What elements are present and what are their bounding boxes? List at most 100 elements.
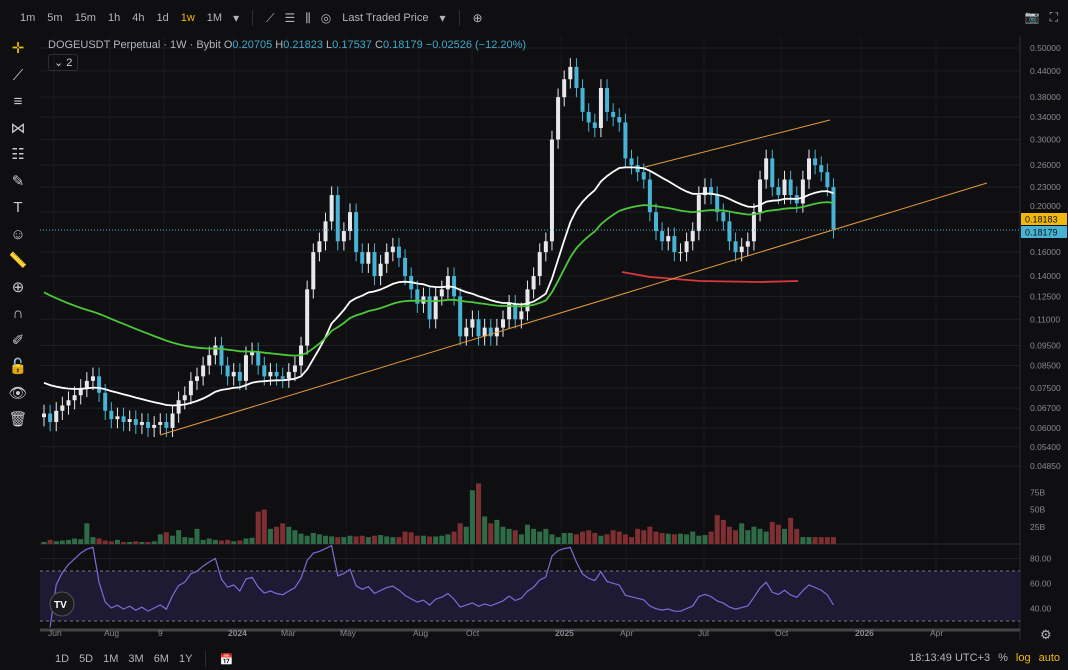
range-5d[interactable]: 5D	[79, 653, 94, 665]
volume-bar	[133, 541, 139, 544]
range-1d[interactable]: 1D	[55, 653, 70, 665]
candle	[745, 241, 750, 247]
volume-bar	[427, 536, 433, 544]
timeframe-dropdown-icon[interactable]: ▾	[233, 11, 240, 25]
lock-draw-icon[interactable]: ✐	[11, 331, 25, 349]
volume-bar	[384, 536, 390, 544]
indicators-icon[interactable]: ⟋	[266, 10, 275, 25]
volume-bar	[47, 539, 53, 544]
symbol-label: DOGEUSDT Perpetual · 1W · Bybit	[48, 39, 221, 51]
tf-15m[interactable]: 15m	[74, 12, 96, 24]
volume-bar	[145, 541, 151, 544]
candle	[586, 111, 591, 123]
support-trendline[interactable]	[159, 182, 988, 436]
candle	[819, 165, 824, 173]
tf-1m[interactable]: 1m	[20, 12, 36, 24]
tf-4h[interactable]: 4h	[132, 12, 145, 24]
magnet-icon[interactable]: ∩	[12, 305, 24, 322]
volume-bar	[702, 535, 708, 544]
fullscreen-icon[interactable]: ⛶	[1049, 10, 1058, 24]
candle	[403, 257, 408, 277]
volume-bar	[365, 537, 371, 544]
open-label: O	[223, 39, 233, 51]
volume-bar	[102, 540, 108, 544]
volume-bar	[451, 531, 457, 544]
candle	[464, 327, 469, 337]
add-icon[interactable]: ⊕	[472, 11, 483, 25]
candle	[537, 252, 542, 277]
zoom-icon[interactable]: ⊕	[11, 278, 25, 296]
high-label: H	[275, 39, 284, 51]
range-1m[interactable]: 1M	[103, 653, 119, 665]
ruler-icon[interactable]: 📏	[8, 252, 28, 269]
percent-toggle[interactable]: %	[998, 652, 1008, 664]
volume-bar	[708, 531, 714, 544]
log-toggle[interactable]: log	[1015, 652, 1031, 664]
candle-type-icon[interactable]: ⫼	[305, 10, 311, 25]
volume-bar	[347, 535, 353, 544]
range-3m[interactable]: 3M	[128, 653, 144, 665]
date-range-icon[interactable]: 📅	[219, 653, 234, 666]
candle	[776, 187, 781, 196]
text-icon[interactable]: T	[13, 199, 23, 216]
candle	[292, 365, 297, 372]
candle	[470, 319, 475, 328]
camera-icon[interactable]: 📷	[1024, 10, 1040, 24]
candle	[250, 351, 255, 356]
fib-icon[interactable]: ☷	[11, 146, 25, 163]
emoji-icon[interactable]: ☺	[10, 225, 26, 243]
tf-1M[interactable]: 1M	[206, 12, 223, 24]
time-tick: Apr	[930, 628, 943, 638]
candle	[158, 422, 163, 425]
brush-icon[interactable]: ✎	[11, 172, 25, 190]
price-tick: 0.16000	[1030, 247, 1061, 257]
volume-bar	[286, 526, 292, 544]
horizontal-lines-icon[interactable]: ≡	[13, 93, 23, 110]
tf-1w[interactable]: 1w	[180, 12, 195, 24]
lock-icon[interactable]: 🔓	[8, 358, 28, 375]
tf-5m[interactable]: 5m	[47, 12, 63, 24]
axis-settings-icon[interactable]: ⚙	[1040, 627, 1052, 642]
clock: 18:13:49 UTC+3	[909, 652, 991, 664]
close-value: 0.18179	[382, 39, 423, 51]
candle	[262, 365, 267, 377]
eye-icon[interactable]: 👁	[8, 384, 28, 402]
volume-bar	[592, 532, 598, 544]
trend-line-icon[interactable]: ⟋	[12, 66, 24, 84]
volume-bar	[598, 535, 604, 544]
tf-1h[interactable]: 1h	[107, 12, 121, 24]
crosshair-icon[interactable]: ✛	[11, 40, 25, 57]
candle	[109, 410, 114, 420]
tf-1d[interactable]: 1d	[156, 12, 169, 24]
pattern-icon[interactable]: ⋈	[10, 119, 26, 137]
volume-bar	[433, 536, 439, 544]
chevron-down-icon[interactable]: ▾	[439, 11, 446, 25]
ma-long-line	[43, 201, 834, 357]
channel-top-trendline[interactable]	[644, 119, 831, 168]
volume-bar	[635, 528, 641, 544]
candle	[770, 158, 775, 188]
candle	[372, 252, 377, 277]
chart-settings-icon[interactable]: ☰	[284, 11, 296, 25]
price-type-dropdown[interactable]: Last Traded Price	[342, 12, 429, 24]
candle	[60, 405, 65, 411]
volume-bar	[84, 523, 90, 544]
range-bar: 1D 5D 1M 3M 6M 1Y 📅	[0, 648, 1068, 670]
range-6m[interactable]: 6M	[153, 653, 169, 665]
ohlc-legend: DOGEUSDT Perpetual · 1W · Bybit O0.20705…	[48, 39, 526, 51]
candle	[164, 422, 169, 428]
price-source-icon[interactable]: ◎	[320, 11, 332, 25]
volume-bar	[653, 531, 659, 544]
candle	[519, 311, 524, 320]
trash-icon[interactable]: 🗑	[8, 411, 28, 428]
price-chart[interactable]: 0.50000 0.44000 0.38000 0.34000 0.30000 0.260…	[0, 0, 1068, 648]
range-1y[interactable]: 1Y	[178, 653, 193, 665]
candle	[592, 122, 597, 128]
volume-bar	[512, 530, 518, 544]
volume-bar	[794, 528, 800, 544]
volume-bar	[90, 537, 96, 544]
candle	[366, 252, 371, 264]
volume-bar	[745, 530, 751, 544]
indicators-toggle[interactable]: ⌄ 2	[48, 54, 79, 71]
auto-toggle[interactable]: auto	[1038, 652, 1060, 664]
